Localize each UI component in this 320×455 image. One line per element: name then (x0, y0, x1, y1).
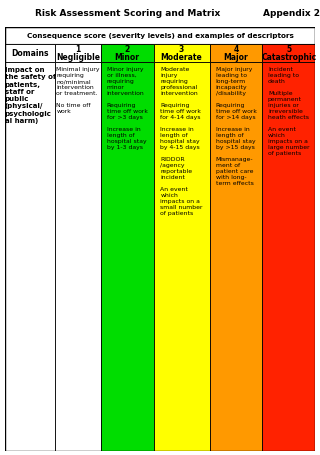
Text: 5: 5 (286, 46, 292, 55)
Text: Domains: Domains (11, 49, 49, 58)
Bar (5, 44, 55, 62)
Text: Major: Major (224, 53, 248, 61)
Bar (154, 44, 210, 62)
Text: Incident
leading to
death

Multiple
permanent
injuries or
irreversible
heath eff: Incident leading to death Multiple perma… (268, 67, 310, 156)
Text: Major injury
leading to
long-term
incapacity
/disability

Requiring
time off wor: Major injury leading to long-term incapa… (216, 67, 256, 186)
Text: Catastrophic: Catastrophic (261, 53, 316, 61)
Text: Impact on
the safety of
patients,
staff or
public
(physical/
psychologic
al harm: Impact on the safety of patients, staff … (4, 67, 56, 124)
Text: 2: 2 (124, 46, 130, 55)
Text: 1: 1 (76, 46, 81, 55)
Bar (55, 44, 101, 62)
Text: Negligible: Negligible (56, 53, 100, 61)
Text: Consequence score (severity levels) and examples of descriptors: Consequence score (severity levels) and … (27, 33, 293, 39)
Bar (210, 44, 262, 62)
Bar (55, 62, 101, 451)
Bar (210, 62, 262, 451)
Text: Appendix 2: Appendix 2 (263, 9, 320, 18)
Text: Minor: Minor (115, 53, 140, 61)
Bar (101, 44, 154, 62)
Bar (262, 62, 315, 451)
Text: Minor injury
or illness,
requiring
minor
intervention

Requiring
time off work
f: Minor injury or illness, requiring minor… (107, 67, 148, 150)
Text: 3: 3 (179, 46, 184, 55)
Text: 4: 4 (233, 46, 239, 55)
Text: Moderate: Moderate (161, 53, 203, 61)
Text: Moderate
injury
requiring
professional
intervention

Requiring
time off work
for: Moderate injury requiring professional i… (160, 67, 203, 216)
Bar (5, 27, 315, 44)
Bar (262, 44, 315, 62)
Text: Risk Assessment Scoring and Matrix: Risk Assessment Scoring and Matrix (36, 9, 220, 18)
Bar (5, 62, 55, 451)
Bar (101, 62, 154, 451)
Bar (154, 62, 210, 451)
Text: Minimal injury
requiring
no/minimal
intervention
or treatment.

No time off
work: Minimal injury requiring no/minimal inte… (56, 67, 100, 114)
